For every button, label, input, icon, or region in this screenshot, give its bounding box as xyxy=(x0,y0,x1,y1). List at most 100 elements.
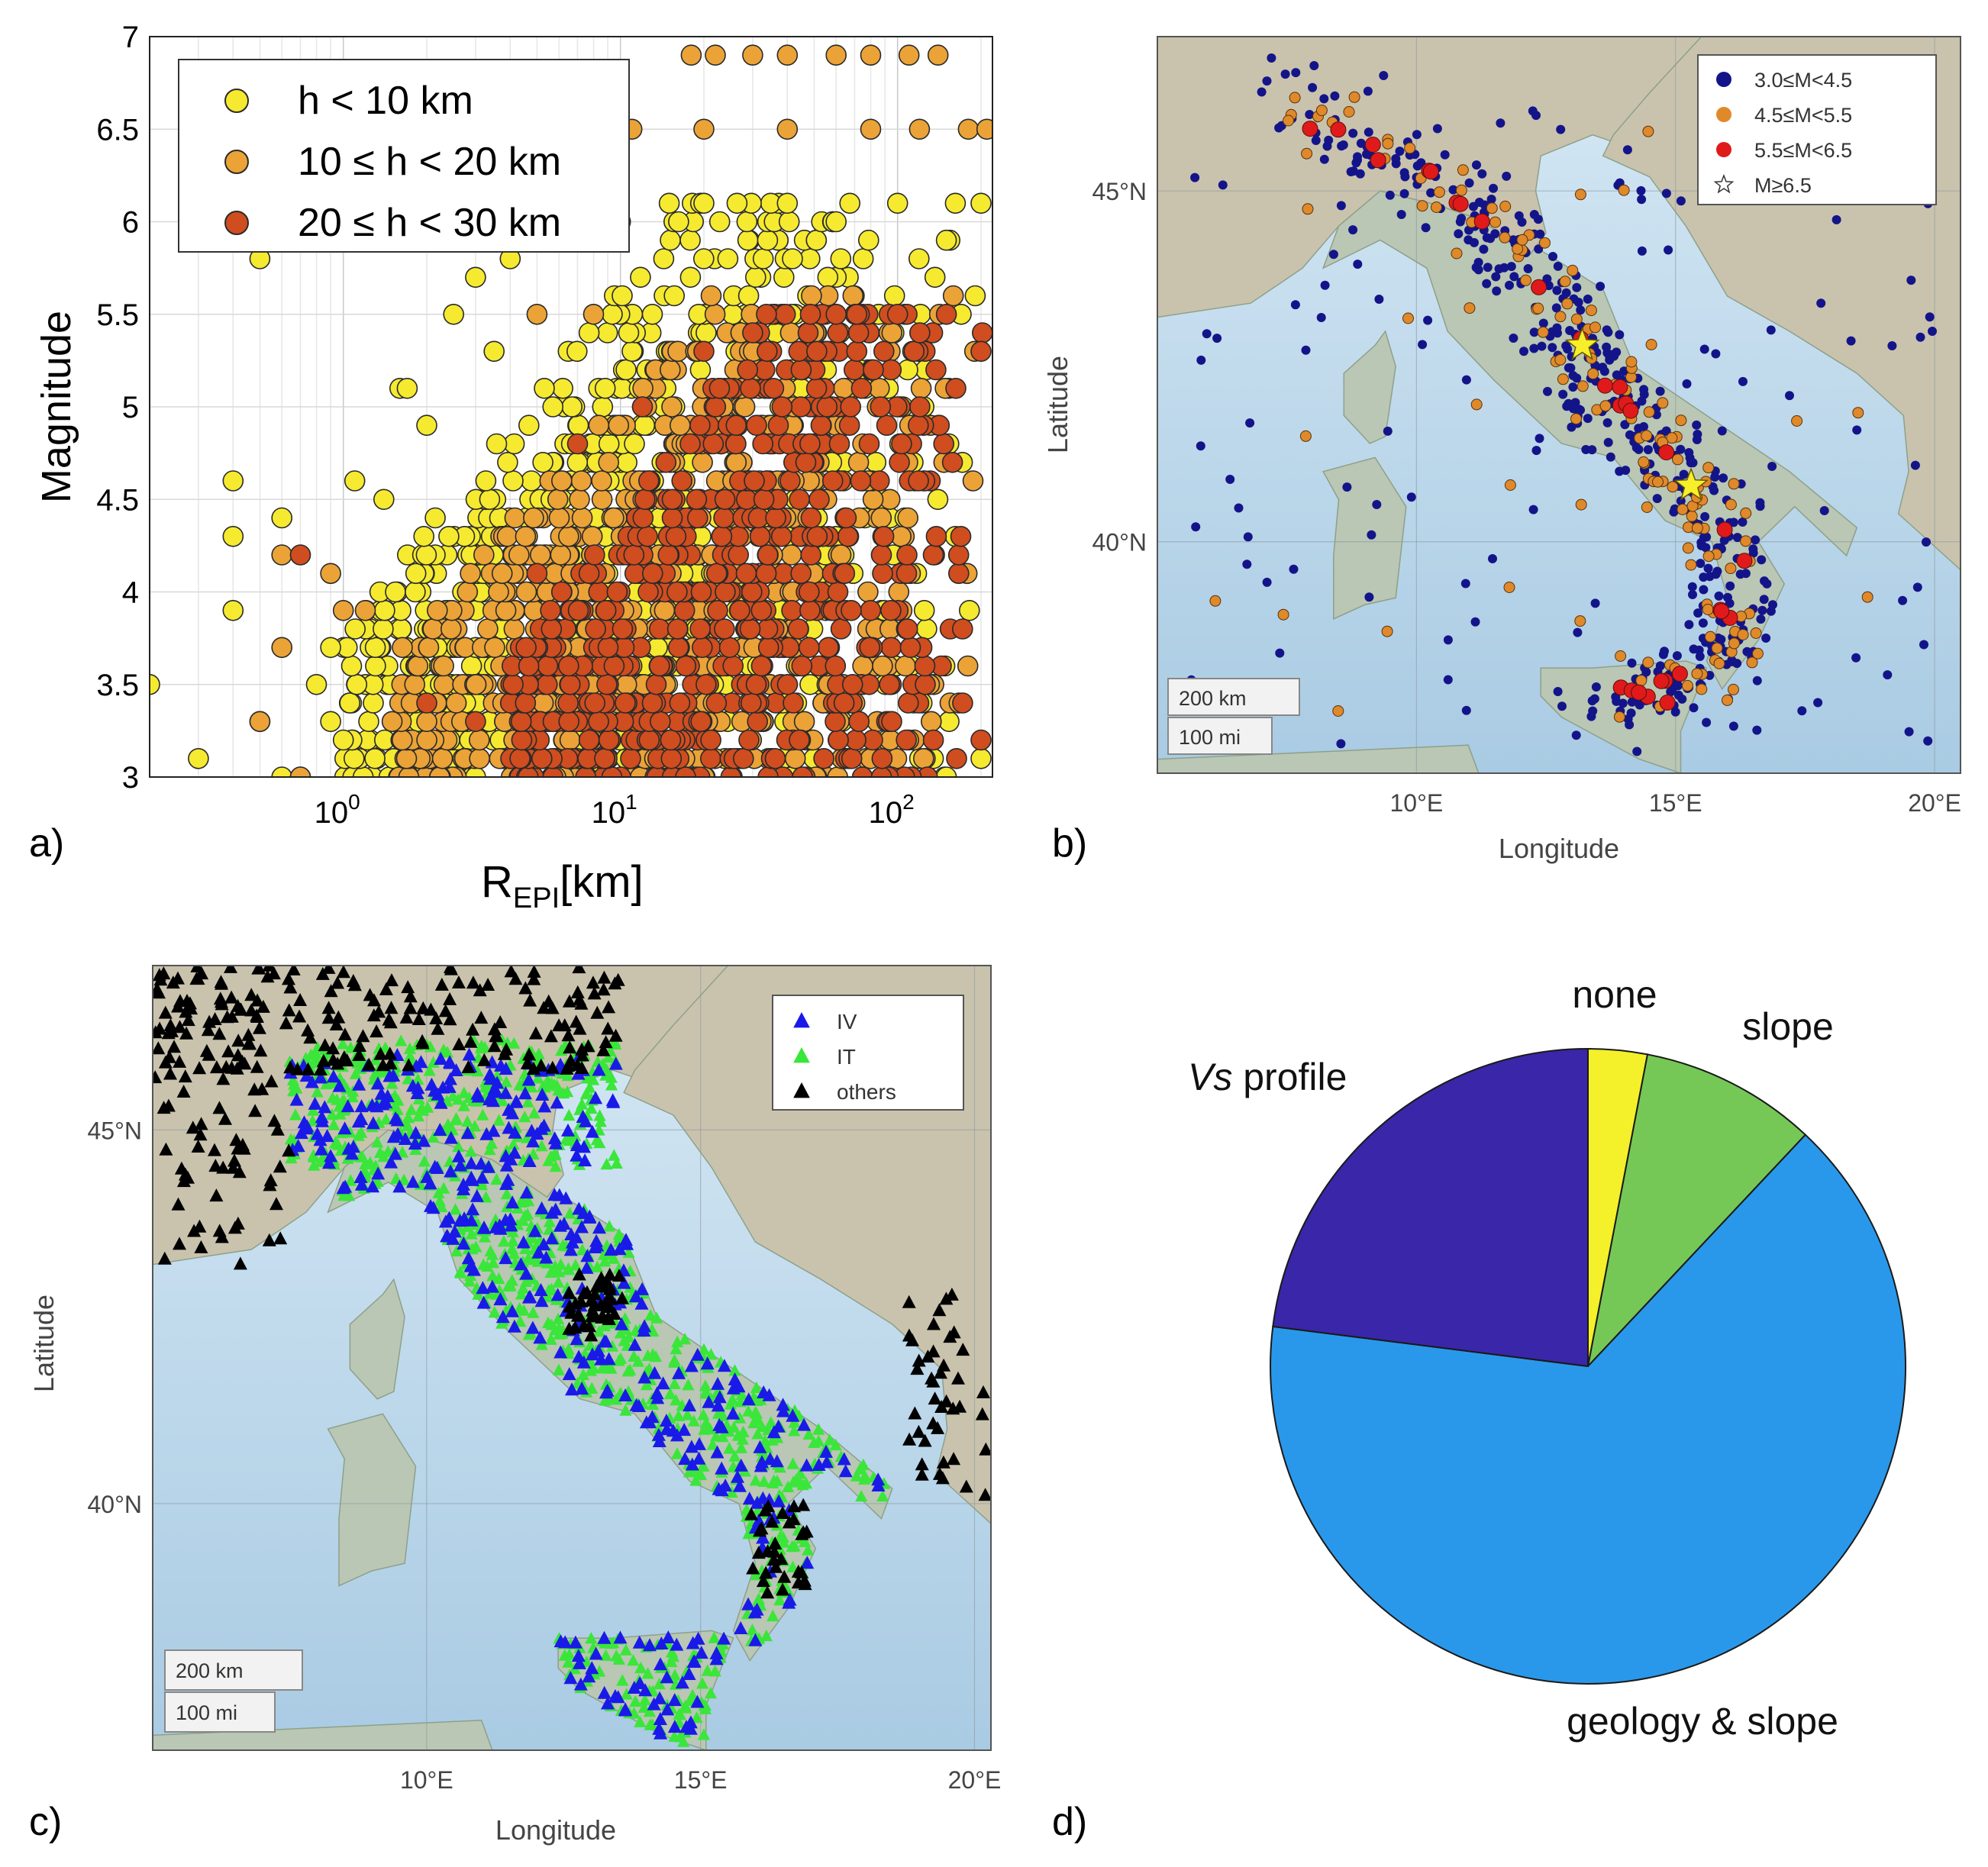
epicenter xyxy=(1883,670,1893,680)
data-point xyxy=(857,581,879,603)
station-marker xyxy=(741,1597,756,1611)
epicenter xyxy=(1596,282,1606,292)
epicenter xyxy=(1552,285,1562,295)
epicenter xyxy=(1696,683,1708,695)
station-marker xyxy=(679,1699,692,1711)
station-marker xyxy=(324,1149,338,1162)
data-point xyxy=(847,322,870,343)
epicenter xyxy=(1574,615,1586,627)
legend-label: 4.5≤M<5.5 xyxy=(1754,104,1852,127)
station-marker xyxy=(979,1442,991,1456)
epicenter xyxy=(1385,190,1395,200)
epicenter xyxy=(1669,507,1679,517)
station-marker xyxy=(250,1059,264,1073)
data-point xyxy=(817,266,839,289)
data-point xyxy=(713,507,734,529)
station-marker xyxy=(518,1111,531,1123)
station-marker xyxy=(734,1441,748,1453)
data-point xyxy=(841,673,863,695)
epicenter xyxy=(1635,700,1644,710)
station-marker xyxy=(679,1333,692,1345)
station-marker xyxy=(756,1574,770,1588)
x-tick-label: 20°E xyxy=(948,1766,1002,1794)
epicenter xyxy=(1910,460,1920,470)
data-point xyxy=(621,340,643,363)
station-marker xyxy=(486,1256,500,1269)
epicenter xyxy=(1406,492,1416,502)
station-marker xyxy=(509,1094,524,1108)
station-marker xyxy=(587,986,602,1000)
station-marker xyxy=(698,1423,711,1435)
epicenter xyxy=(1461,375,1471,385)
epicenter xyxy=(1699,344,1709,354)
station-marker xyxy=(505,1106,520,1120)
station-marker xyxy=(332,1079,347,1092)
pie-slices xyxy=(1270,1047,1907,1685)
data-point xyxy=(339,692,361,714)
data-point xyxy=(529,544,551,566)
station-marker xyxy=(539,1250,553,1264)
station-marker xyxy=(163,1066,177,1080)
data-point xyxy=(950,525,972,547)
data-point xyxy=(523,507,544,529)
data-point xyxy=(708,211,731,233)
station-marker xyxy=(531,1255,544,1267)
data-point xyxy=(440,618,462,640)
station-marker xyxy=(701,1664,714,1676)
epicenter xyxy=(1190,173,1200,182)
station-marker xyxy=(228,1220,242,1234)
data-point xyxy=(788,340,810,363)
station-marker xyxy=(481,978,495,991)
station-marker xyxy=(612,1269,626,1282)
data-point xyxy=(648,655,670,677)
data-point xyxy=(661,489,683,511)
data-point xyxy=(416,711,437,733)
epicenter xyxy=(1412,130,1422,140)
data-point xyxy=(534,377,555,399)
x-axis-label: Longitude xyxy=(1499,833,1619,864)
station-marker xyxy=(534,1283,548,1296)
data-point xyxy=(405,563,427,585)
epicenter xyxy=(1202,329,1212,339)
station-marker xyxy=(485,1137,499,1150)
station-marker xyxy=(756,1420,769,1432)
station-marker xyxy=(634,1296,649,1310)
epicenter xyxy=(1643,406,1655,418)
y-tick-label: 6 xyxy=(122,206,139,240)
data-point xyxy=(976,118,992,140)
station-marker xyxy=(580,1249,595,1262)
epicenter xyxy=(1319,154,1329,164)
epicenter xyxy=(1603,437,1613,447)
epicenter xyxy=(1316,313,1326,322)
station-marker xyxy=(763,1452,777,1466)
data-point xyxy=(972,322,992,343)
epicenter xyxy=(1461,705,1471,715)
station-marker xyxy=(369,1067,382,1080)
data-point xyxy=(426,599,448,621)
data-point xyxy=(705,44,726,66)
station-marker xyxy=(402,1072,415,1085)
station-marker xyxy=(535,1338,548,1350)
epicenter xyxy=(1243,532,1253,542)
y-tick-label: 3.5 xyxy=(96,669,139,702)
station-marker xyxy=(653,1712,667,1725)
station-marker xyxy=(527,1231,540,1243)
data-point xyxy=(850,470,872,492)
epicenter xyxy=(1756,614,1766,624)
station-marker xyxy=(563,1243,578,1256)
epicenter xyxy=(1685,559,1697,571)
station-marker xyxy=(522,1251,535,1264)
station-marker xyxy=(252,1021,266,1034)
data-point xyxy=(808,489,830,511)
station-marker xyxy=(370,1076,385,1090)
station-marker xyxy=(326,1041,340,1055)
data-point xyxy=(340,655,363,677)
epicenter xyxy=(1455,217,1465,227)
station-marker xyxy=(354,1112,369,1125)
data-point xyxy=(571,507,593,529)
data-point xyxy=(660,747,683,769)
data-point xyxy=(603,655,625,677)
data-point xyxy=(395,747,418,769)
station-marker xyxy=(518,981,533,995)
station-marker xyxy=(776,1506,789,1519)
